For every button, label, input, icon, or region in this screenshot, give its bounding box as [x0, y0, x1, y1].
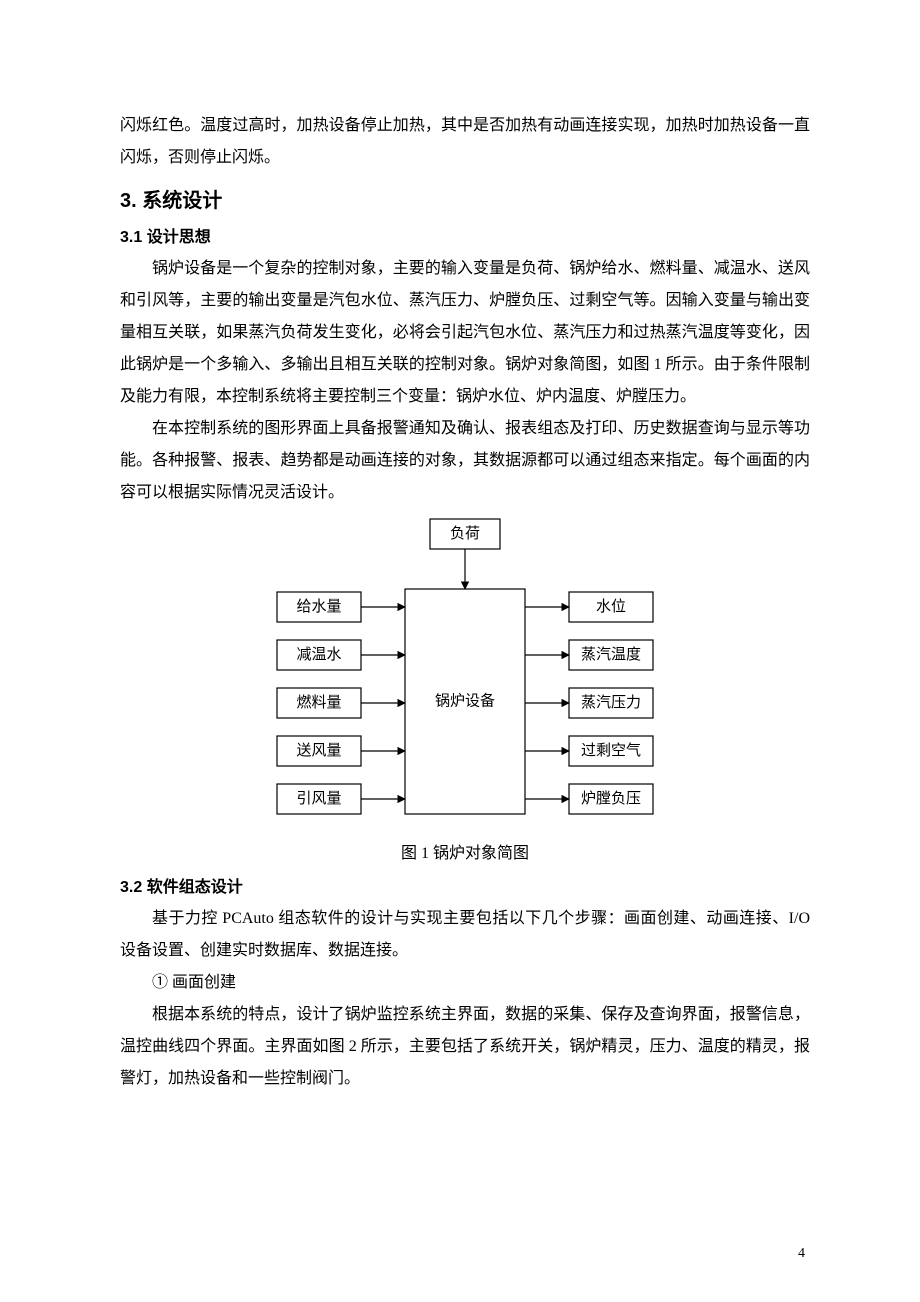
svg-text:负荷: 负荷: [450, 525, 480, 542]
figure-1-caption: 图 1 锅炉对象简图: [120, 839, 810, 863]
svg-text:减温水: 减温水: [296, 646, 341, 663]
svg-text:蒸汽温度: 蒸汽温度: [581, 646, 641, 663]
svg-text:过剩空气: 过剩空气: [581, 742, 641, 759]
page: 闪烁红色。温度过高时，加热设备停止加热，其中是否加热有动画连接实现，加热时加热设…: [0, 0, 920, 1302]
paragraph-3-2-b: ① 画面创建: [120, 967, 810, 999]
svg-text:燃料量: 燃料量: [296, 693, 341, 711]
paragraph-continuation: 闪烁红色。温度过高时，加热设备停止加热，其中是否加热有动画连接实现，加热时加热设…: [120, 110, 810, 174]
paragraph-3-2-a: 基于力控 PCAuto 组态软件的设计与实现主要包括以下几个步骤：画面创建、动画…: [120, 903, 810, 967]
heading-section-3: 3. 系统设计: [120, 184, 810, 213]
figure-1-diagram: 负荷锅炉设备 给水量 水位减温水 蒸汽温度燃料量 蒸汽压力送风量 过剩空气引风量 炉膛负压: [230, 515, 700, 835]
paragraph-3-1-b: 在本控制系统的图形界面上具备报警通知及确认、报表组态及打印、历史数据查询与显示等…: [120, 413, 810, 509]
svg-text:给水量: 给水量: [296, 598, 341, 615]
heading-section-3-1: 3.1 设计思想: [120, 223, 810, 247]
svg-text:锅炉设备: 锅炉设备: [435, 693, 495, 710]
svg-text:炉膛负压: 炉膛负压: [581, 790, 641, 807]
figure-1-container: 负荷锅炉设备 给水量 水位减温水 蒸汽温度燃料量 蒸汽压力送风量 过剩空气引风量 炉膛负压: [120, 515, 810, 835]
heading-section-3-2: 3.2 软件组态设计: [120, 873, 810, 897]
svg-text:蒸汽压力: 蒸汽压力: [581, 694, 641, 711]
svg-text:送风量: 送风量: [296, 742, 341, 759]
paragraph-3-1-a: 锅炉设备是一个复杂的控制对象，主要的输入变量是负荷、锅炉给水、燃料量、减温水、送…: [120, 253, 810, 413]
page-number: 4: [798, 1246, 805, 1262]
svg-text:引风量: 引风量: [296, 790, 341, 807]
svg-text:水位: 水位: [596, 598, 626, 615]
paragraph-3-2-c: 根据本系统的特点，设计了锅炉监控系统主界面，数据的采集、保存及查询界面，报警信息…: [120, 999, 810, 1095]
